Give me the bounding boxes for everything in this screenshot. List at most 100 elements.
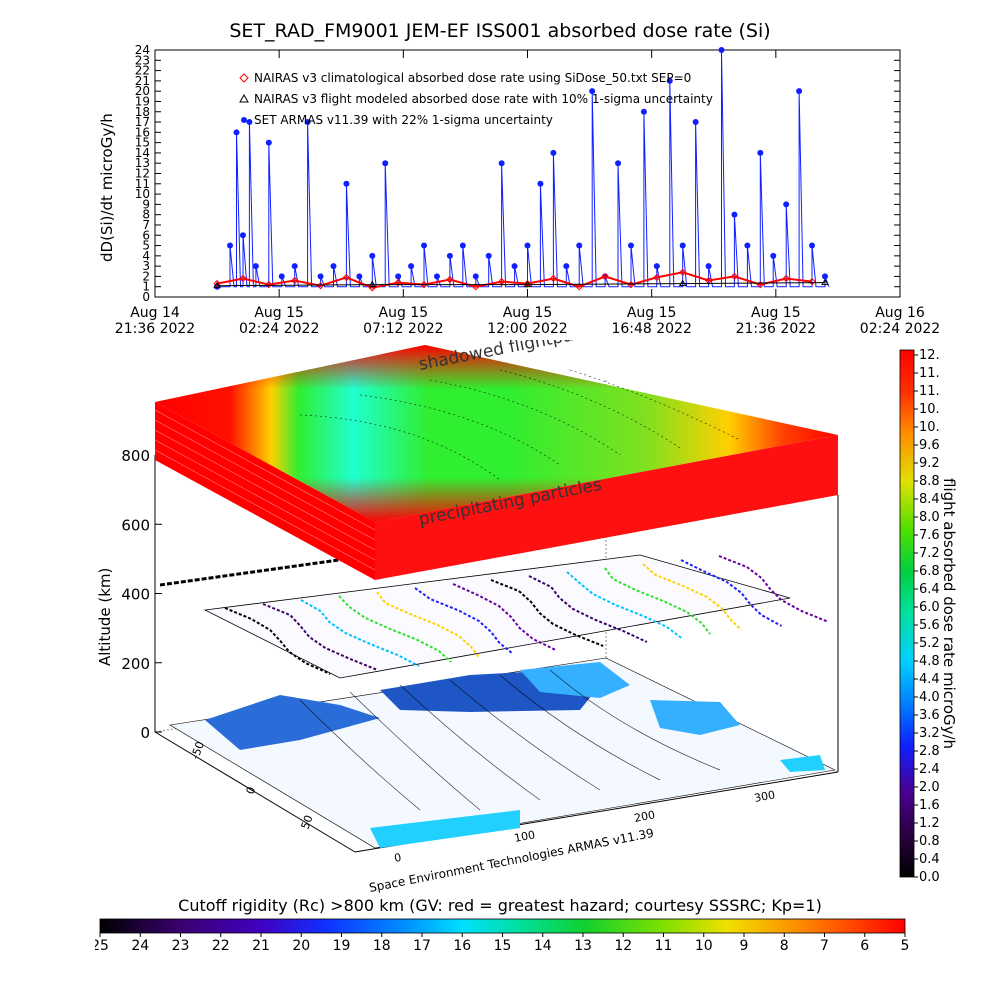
legend-label: NAIRAS v3 flight modeled absorbed dose r… xyxy=(254,92,713,106)
armas-point xyxy=(459,242,466,249)
armas-point xyxy=(330,263,337,270)
x-tick-label: Aug 15 02:24 2022 xyxy=(238,305,320,337)
armas-point xyxy=(783,201,790,208)
y-tick-label: 3 xyxy=(142,259,150,273)
armas-point xyxy=(615,160,622,167)
flight-modeled-point xyxy=(213,281,221,289)
climatological-point xyxy=(420,280,428,289)
dose-colorbar-tick-label: 11. xyxy=(919,384,940,399)
armas-point xyxy=(369,252,376,259)
flight-modeled-point xyxy=(368,280,377,288)
rigidity-colorbar-ramp xyxy=(99,918,906,934)
rigidity-slab xyxy=(154,345,838,580)
flight-modeled-point xyxy=(821,278,829,286)
y-tick-label: 20 xyxy=(135,84,150,98)
armas-point xyxy=(227,242,234,249)
rigidity-colorbar: 25 24 23 22 21 20 19 18 17 16 15 14 13 12 11 10 9 8 7 6 5 xyxy=(95,918,909,954)
legend-entry: NAIRAS v3 flight modeled absorbed dose r… xyxy=(239,92,713,106)
dose-colorbar-tick-label: 1.6 xyxy=(919,798,940,813)
y-tick-label: 17 xyxy=(135,115,150,129)
rigidity-colorbar-tick-label: 7 xyxy=(820,938,829,954)
dose-colorbar-tick-label: 6.0 xyxy=(919,600,940,615)
dose-colorbar-tick-label: 3.6 xyxy=(919,708,940,723)
armas-point xyxy=(304,119,311,126)
x-axis-ticks xyxy=(154,50,901,297)
dose-colorbar-tick-label: 9.6 xyxy=(919,438,940,453)
armas-point xyxy=(433,273,440,280)
armas-point xyxy=(718,47,725,53)
y-tick-label: 15 xyxy=(135,136,150,150)
climatological-point xyxy=(394,278,402,287)
rigidity-colorbar-tick-label: 21 xyxy=(252,938,270,954)
flight-modeled-point xyxy=(678,279,687,287)
armas-point xyxy=(291,263,298,270)
dose-colorbar-ramp xyxy=(899,349,915,878)
armas-point xyxy=(524,242,531,249)
y-tick-label: 14 xyxy=(135,146,150,160)
legend-diamond xyxy=(239,73,249,83)
legend-label: SET ARMAS v11.39 with 22% 1-sigma uncert… xyxy=(254,113,553,127)
y-tick-label: 11 xyxy=(135,177,150,191)
armas-point xyxy=(408,263,415,270)
legend-dot xyxy=(241,117,247,123)
dose-colorbar-tick-label: 2.0 xyxy=(919,780,940,795)
flight-track xyxy=(262,603,378,671)
climatological-point xyxy=(446,275,454,284)
rigidity-colorbar-tick-label: 10 xyxy=(695,938,713,954)
dose-colorbar-tick-label: 12. xyxy=(919,348,940,363)
x-tick-label: Aug 15 16:48 2022 xyxy=(611,305,692,337)
armas-point xyxy=(343,180,350,187)
flight-track xyxy=(528,575,648,643)
climatological-point xyxy=(679,268,687,277)
legend: NAIRAS v3 climatological absorbed dose r… xyxy=(239,71,713,127)
longitude-tick-label: 200 xyxy=(633,808,656,825)
rigidity-colorbar-tick-label: 23 xyxy=(172,938,190,954)
climatological-point xyxy=(575,283,583,291)
y-tick-label: 8 xyxy=(142,208,150,222)
climatological-point xyxy=(808,277,816,286)
y-tick-label: 22 xyxy=(135,64,150,78)
armas-point xyxy=(421,242,428,249)
flight-modeled-point xyxy=(523,280,532,288)
chart-title: SET_RAD_FM9001 JEM-EF ISS001 absorbed do… xyxy=(229,20,771,42)
climatological-point xyxy=(730,272,739,281)
armas-point xyxy=(640,108,647,115)
dose-colorbar-tick-label: 8.4 xyxy=(919,492,940,507)
y-tick-label: 1 xyxy=(142,280,150,294)
altitude-tick-label: 0 xyxy=(140,724,150,742)
armas-point xyxy=(550,149,557,156)
dose-colorbar-tick-label: 2.4 xyxy=(919,762,940,777)
rigidity-colorbar-ticks: 25 24 23 22 21 20 19 18 17 16 15 14 13 12 11 10 9 8 7 6 5 xyxy=(95,933,909,954)
climatological-point xyxy=(653,273,661,282)
y-tick-label: 0 xyxy=(142,290,150,304)
y-tick-label: 24 xyxy=(135,43,150,57)
dose-rate-colorbar: 12. 11. 11. 10. 10. 9.6 9.2 8.8 8.4 8.0 7.6 7.2 6.8 6… xyxy=(899,348,940,885)
climatological-point xyxy=(472,283,480,291)
armas-point xyxy=(821,273,828,280)
latitude-tick-label: -50 xyxy=(189,740,207,761)
rigidity-colorbar-tick-label: 8 xyxy=(780,938,789,954)
armas-point xyxy=(744,242,751,249)
longitude-tick-label: 300 xyxy=(753,788,776,805)
armas-point xyxy=(705,263,712,270)
y-tick-label: 18 xyxy=(135,105,150,119)
dose-colorbar-tick-label: 9.2 xyxy=(919,456,940,471)
armas-point xyxy=(537,180,544,187)
dose-colorbar-tick-label: 10. xyxy=(919,420,940,435)
rigidity-colorbar-tick-label: 15 xyxy=(494,938,512,954)
armas-point xyxy=(757,149,764,156)
rigidity-colorbar-tick-label: 12 xyxy=(614,938,632,954)
y-tick-label: 23 xyxy=(135,53,150,67)
armas-point xyxy=(395,273,402,280)
y-tick-label: 4 xyxy=(142,249,150,263)
y-tick-label: 12 xyxy=(135,167,150,181)
y-tick-label: 2 xyxy=(142,269,150,283)
rigidity-colorbar-tick-label: 17 xyxy=(413,938,431,954)
rigidity-colorbar-tick-label: 16 xyxy=(453,938,471,954)
y-tick-label: 16 xyxy=(135,125,150,139)
climatological-point xyxy=(782,274,790,283)
dose-colorbar-tick-label: 8.0 xyxy=(919,510,940,525)
dose-colorbar-tick-label: 0.4 xyxy=(919,852,940,867)
rigidity-colorbar-tick-label: 19 xyxy=(333,938,351,954)
